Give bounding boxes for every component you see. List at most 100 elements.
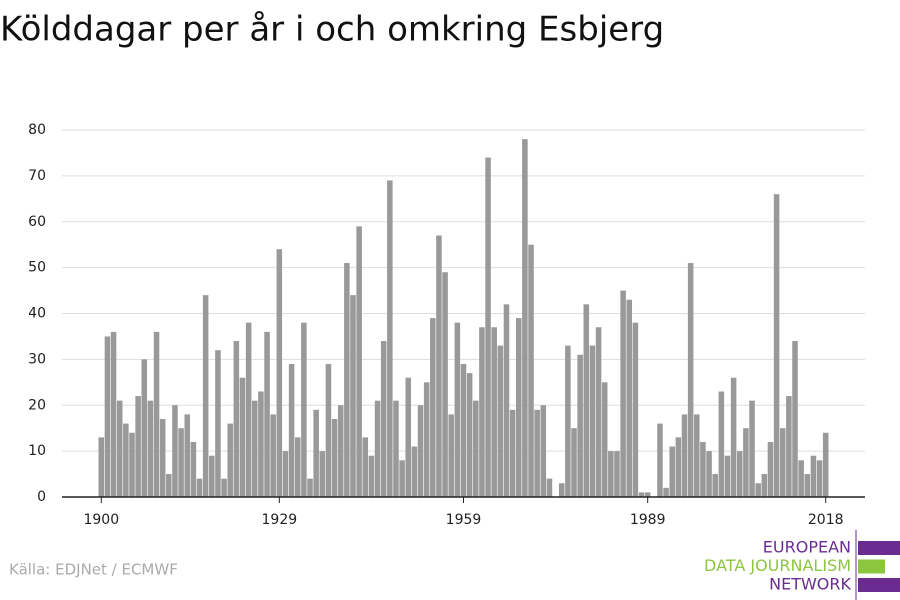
- bar: [313, 409, 319, 497]
- x-tick-label: 2018: [808, 512, 844, 528]
- bar: [423, 382, 430, 497]
- bar: [718, 391, 725, 497]
- bar: [301, 322, 307, 497]
- bar: [374, 400, 381, 497]
- x-tick-label: 1900: [83, 512, 119, 528]
- bar: [411, 446, 418, 497]
- y-tick-label: 40: [28, 306, 46, 322]
- bar: [644, 492, 651, 497]
- bar: [454, 322, 461, 497]
- bar: [276, 249, 283, 497]
- bar: [362, 437, 369, 497]
- bar: [479, 327, 485, 497]
- bar: [620, 290, 626, 497]
- bar: [614, 451, 620, 497]
- bar: [822, 432, 829, 497]
- bar: [706, 451, 712, 497]
- bar: [546, 478, 553, 497]
- bar: [669, 446, 675, 497]
- bar: [196, 478, 203, 497]
- bar: [104, 336, 111, 497]
- y-tick-label: 50: [28, 260, 46, 276]
- bar: [730, 377, 737, 497]
- bar: [663, 487, 669, 497]
- bar: [460, 363, 467, 497]
- bar: [761, 474, 768, 497]
- bar: [350, 295, 356, 497]
- logo-text: EUROPEAN: [763, 538, 851, 557]
- bar: [245, 322, 252, 497]
- bar: [528, 244, 534, 497]
- bar: [632, 322, 639, 497]
- bar: [209, 455, 215, 497]
- bar: [344, 263, 350, 497]
- bar: [810, 455, 817, 497]
- logo-text: NETWORK: [769, 575, 851, 594]
- bar: [571, 428, 577, 497]
- bar: [638, 492, 645, 497]
- bar: [294, 437, 301, 497]
- bar: [601, 382, 608, 497]
- bar: [583, 304, 590, 497]
- bar: [252, 400, 258, 497]
- bar: [804, 474, 811, 497]
- logo-bar: [858, 578, 900, 592]
- bar: [184, 414, 191, 497]
- chart-title: Kölddagar per år i och omkring Esbjerg: [0, 10, 664, 50]
- bar: [356, 226, 362, 497]
- bar: [288, 363, 295, 497]
- bar: [399, 460, 405, 497]
- bar: [681, 414, 688, 497]
- bar: [227, 423, 233, 497]
- y-tick-label: 60: [28, 214, 46, 230]
- bar: [307, 478, 313, 497]
- bar: [558, 483, 565, 497]
- bar: [417, 405, 424, 497]
- bar: [270, 414, 276, 497]
- bar: [166, 474, 172, 497]
- bar: [442, 272, 448, 497]
- bar: [129, 432, 135, 497]
- source: Källa: EDJNet / ECMWF: [9, 561, 178, 579]
- bar: [387, 180, 393, 497]
- bar: [264, 331, 270, 497]
- bar: [159, 419, 166, 497]
- bar: [172, 405, 178, 497]
- bar: [337, 405, 344, 497]
- bar: [792, 341, 798, 497]
- bar: [700, 441, 706, 497]
- bar: [509, 409, 516, 497]
- bar: [123, 423, 129, 497]
- bar: [258, 391, 264, 497]
- bar: [466, 373, 473, 497]
- bar: [190, 441, 197, 497]
- bar: [786, 396, 792, 497]
- bar: [233, 341, 240, 497]
- bar: [116, 400, 123, 497]
- bar: [485, 157, 491, 497]
- bar: [595, 327, 602, 497]
- bar: [239, 377, 246, 497]
- bar: [473, 400, 479, 497]
- y-tick-label: 10: [28, 443, 46, 459]
- logo-text: DATA JOURNALISM: [704, 556, 851, 575]
- y-tick-label: 30: [28, 351, 46, 367]
- bar: [515, 318, 522, 497]
- bar: [153, 331, 160, 497]
- bar: [743, 428, 749, 497]
- bar: [215, 350, 221, 497]
- bar: [534, 409, 540, 497]
- bar: [608, 451, 614, 497]
- bar: [202, 295, 209, 497]
- bar: [749, 400, 755, 497]
- bar: [368, 455, 375, 497]
- bar: [712, 474, 718, 497]
- bar: [724, 455, 731, 497]
- logo-bar: [858, 559, 885, 574]
- bar: [755, 483, 761, 497]
- y-tick-label: 80: [28, 122, 46, 138]
- bar: [522, 139, 528, 498]
- bar: [736, 451, 743, 497]
- x-tick-label: 1989: [630, 512, 666, 528]
